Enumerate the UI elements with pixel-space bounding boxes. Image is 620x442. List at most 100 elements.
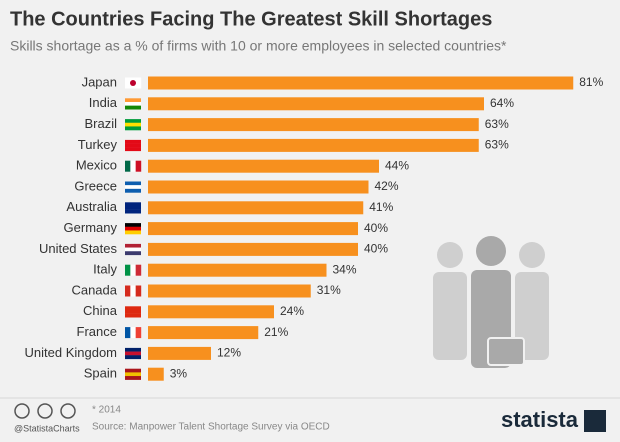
bar <box>148 97 484 111</box>
flag-dot <box>130 80 136 86</box>
flag <box>125 243 141 256</box>
flag-stripe <box>125 202 141 207</box>
flag-stripe <box>135 285 142 297</box>
flag-stripe <box>125 243 141 248</box>
flag-stripe <box>125 147 141 152</box>
flag-stripe <box>125 139 141 144</box>
footnote: * 2014 <box>92 405 121 416</box>
flag-stripe <box>130 160 136 172</box>
flag-stripe <box>135 160 142 172</box>
bar <box>148 76 574 90</box>
value-label: 24% <box>280 304 304 318</box>
category-label: France <box>77 324 117 339</box>
flag-stripe <box>125 122 141 127</box>
flag-stripe <box>125 372 141 377</box>
brand-logo <box>584 410 606 432</box>
category-label: Mexico <box>76 158 117 173</box>
value-label: 12% <box>217 346 241 360</box>
flag-stripe <box>125 313 141 318</box>
value-label: 21% <box>264 325 288 339</box>
category-label: Australia <box>66 199 117 214</box>
bar <box>148 346 211 360</box>
flag-stripe <box>125 230 141 235</box>
category-label: India <box>89 95 118 110</box>
flag-stripe <box>125 347 141 352</box>
value-label: 31% <box>317 283 341 297</box>
bar <box>148 305 274 319</box>
category-label: Germany <box>64 220 118 235</box>
flag-stripe <box>125 309 141 314</box>
flag-stripe <box>125 205 141 210</box>
category-label: Turkey <box>78 137 118 152</box>
flag-stripe <box>125 264 131 276</box>
flag <box>125 347 141 360</box>
bar <box>148 367 164 381</box>
flag-stripe <box>125 247 141 252</box>
bar <box>148 326 259 340</box>
chart-subtitle: Skills shortage as a % of firms with 10 … <box>10 38 507 54</box>
value-label: 40% <box>364 221 388 235</box>
flag-stripe <box>125 119 141 123</box>
value-label: 40% <box>364 242 388 256</box>
category-label: Canada <box>71 282 117 297</box>
brand: statista <box>501 407 579 432</box>
credit: @StatistaCharts <box>14 423 80 433</box>
flag-stripe <box>125 77 131 89</box>
flag-stripe <box>125 143 141 148</box>
flag-stripe <box>125 355 141 360</box>
category-label: Spain <box>84 366 117 381</box>
flag <box>125 98 141 110</box>
bar <box>148 242 358 256</box>
bar <box>148 201 364 215</box>
value-label: 34% <box>333 262 357 276</box>
value-label: 3% <box>170 366 188 380</box>
category-label: Brazil <box>84 116 117 131</box>
flag-stripe <box>125 101 141 106</box>
flag <box>125 77 142 89</box>
chart-title: The Countries Facing The Greatest Skill … <box>10 8 492 30</box>
category-label: Greece <box>74 178 117 193</box>
flag-stripe <box>125 368 141 373</box>
flag-stripe <box>130 285 136 297</box>
value-label: 44% <box>385 158 409 172</box>
flag <box>125 306 141 318</box>
people-icon <box>433 236 549 368</box>
flag <box>125 368 141 380</box>
category-label: Japan <box>82 74 117 89</box>
bar <box>148 180 369 194</box>
bar <box>148 222 358 236</box>
flag-stripe <box>135 264 142 276</box>
license-icons <box>14 403 76 419</box>
flag-stripe <box>135 327 142 339</box>
flag-stripe <box>125 185 141 190</box>
flag <box>125 264 142 276</box>
value-label: 63% <box>485 117 509 131</box>
bar <box>148 263 327 277</box>
flag-stripe <box>125 209 141 214</box>
value-label: 64% <box>490 96 514 110</box>
category-label: China <box>83 303 118 318</box>
bar <box>148 118 479 132</box>
flag-stripe <box>125 105 141 110</box>
flag-stripe <box>125 306 141 311</box>
flag-stripe <box>125 251 141 256</box>
flag <box>125 160 142 172</box>
flag-stripe <box>125 126 141 131</box>
source: Source: Manpower Talent Shortage Survey … <box>92 422 330 433</box>
flag-stripe <box>125 351 141 356</box>
flag-stripe <box>125 226 141 231</box>
value-label: 42% <box>375 179 399 193</box>
flag <box>125 139 141 152</box>
flag-stripe <box>125 98 141 103</box>
value-label: 81% <box>579 75 603 89</box>
flag-stripe <box>130 327 136 339</box>
flag-stripe <box>135 77 142 89</box>
bar <box>148 138 479 152</box>
value-label: 41% <box>369 200 393 214</box>
category-label: United States <box>39 241 118 256</box>
flag-stripe <box>125 376 141 380</box>
flag-stripe <box>125 285 131 297</box>
flag-stripe <box>125 188 141 193</box>
